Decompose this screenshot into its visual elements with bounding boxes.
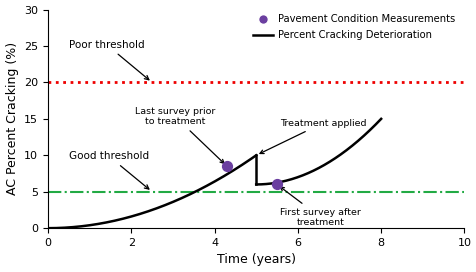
Text: Poor threshold: Poor threshold — [69, 40, 149, 80]
Legend: Pavement Condition Measurements, Percent Cracking Deterioration: Pavement Condition Measurements, Percent… — [248, 10, 458, 44]
X-axis label: Time (years): Time (years) — [216, 254, 295, 267]
Text: First survey after
treatment: First survey after treatment — [280, 187, 360, 227]
Y-axis label: AC Percent Cracking (%): AC Percent Cracking (%) — [6, 42, 19, 195]
Text: Good threshold: Good threshold — [69, 151, 149, 189]
Text: Last survey prior
to treatment: Last survey prior to treatment — [135, 107, 224, 163]
Point — [273, 182, 280, 187]
Text: Treatment applied: Treatment applied — [259, 119, 365, 153]
Point — [223, 164, 230, 168]
